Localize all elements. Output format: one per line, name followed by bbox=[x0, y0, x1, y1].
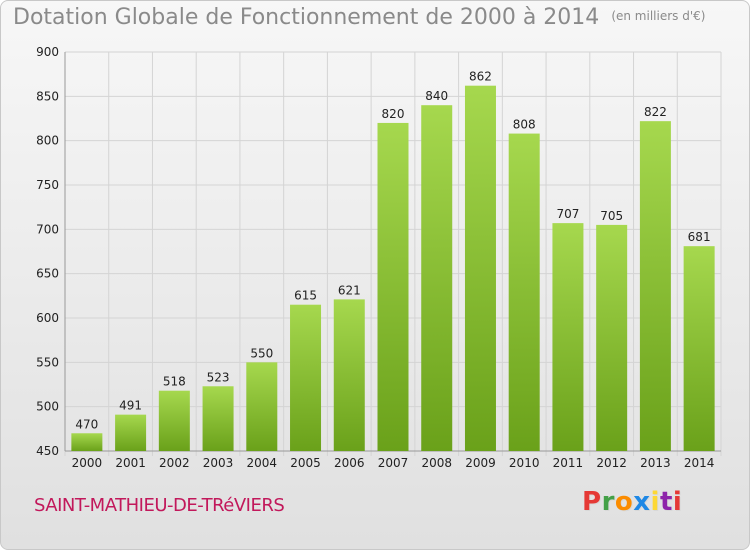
y-tick-label: 500 bbox=[36, 400, 59, 414]
x-tick-label-2011: 2011 bbox=[553, 456, 584, 470]
value-label-2007: 820 bbox=[382, 107, 405, 121]
x-tick-label-2004: 2004 bbox=[247, 456, 278, 470]
logo-letter: t bbox=[659, 487, 673, 517]
x-tick-label-2008: 2008 bbox=[421, 456, 452, 470]
value-label-2002: 518 bbox=[163, 375, 186, 389]
x-tick-label-2003: 2003 bbox=[203, 456, 234, 470]
value-label-2008: 840 bbox=[425, 89, 448, 103]
x-tick-label-2006: 2006 bbox=[334, 456, 365, 470]
bar-2001 bbox=[115, 414, 147, 451]
bar-2008 bbox=[421, 105, 453, 451]
bar-2010 bbox=[508, 133, 540, 451]
value-label-2001: 491 bbox=[119, 399, 142, 413]
bars-layer bbox=[71, 85, 715, 452]
logo-letter: P bbox=[582, 487, 602, 517]
bar-2002 bbox=[158, 390, 190, 451]
value-label-2003: 523 bbox=[207, 370, 230, 384]
x-tick-label-2009: 2009 bbox=[465, 456, 496, 470]
x-tick-label-2000: 2000 bbox=[72, 456, 103, 470]
value-label-2005: 615 bbox=[294, 289, 317, 303]
logo-letter: o bbox=[614, 487, 634, 517]
bar-2000 bbox=[71, 433, 103, 451]
bar-2011 bbox=[552, 223, 584, 451]
value-label-2010: 808 bbox=[513, 118, 536, 132]
bar-2006 bbox=[333, 299, 365, 451]
y-tick-label: 550 bbox=[36, 355, 59, 369]
bar-2005 bbox=[290, 304, 322, 451]
x-tick-label-2010: 2010 bbox=[509, 456, 540, 470]
logo-letter: r bbox=[601, 487, 615, 517]
x-tick-label-2013: 2013 bbox=[640, 456, 671, 470]
x-tick-label-2014: 2014 bbox=[684, 456, 715, 470]
proxiti-logo: Proxiti bbox=[582, 487, 682, 517]
chart-title: Dotation Globale de Fonctionnement de 20… bbox=[13, 5, 705, 30]
x-tick-label-2001: 2001 bbox=[115, 456, 146, 470]
value-label-2012: 705 bbox=[600, 209, 623, 223]
y-tick-label: 800 bbox=[36, 134, 59, 148]
y-tick-label: 750 bbox=[36, 178, 59, 192]
bar-2014 bbox=[683, 246, 715, 451]
logo-letter: x bbox=[633, 487, 651, 517]
x-tick-label-2012: 2012 bbox=[596, 456, 627, 470]
value-label-2014: 681 bbox=[688, 230, 711, 244]
value-label-2000: 470 bbox=[75, 417, 98, 431]
bar-2003 bbox=[202, 386, 234, 451]
y-tick-label: 850 bbox=[36, 89, 59, 103]
x-tick-label-2002: 2002 bbox=[159, 456, 190, 470]
x-tick-label-2005: 2005 bbox=[290, 456, 321, 470]
bar-2004 bbox=[246, 362, 278, 451]
bar-2013 bbox=[639, 121, 671, 451]
bar-2009 bbox=[464, 85, 496, 452]
bar-2007 bbox=[377, 122, 409, 451]
value-label-2006: 621 bbox=[338, 283, 361, 297]
labels-layer: 450 500 550 600 650 700 750 800 850 900 470 2000 491… bbox=[36, 45, 714, 470]
x-tick-label-2007: 2007 bbox=[378, 456, 409, 470]
y-tick-label: 900 bbox=[36, 45, 59, 59]
value-label-2004: 550 bbox=[250, 346, 273, 360]
value-label-2009: 862 bbox=[469, 70, 492, 84]
commune-name: SAINT-MATHIEU-DE-TRéVIERS bbox=[34, 495, 285, 516]
chart-title-text: Dotation Globale de Fonctionnement de 20… bbox=[13, 5, 600, 30]
y-tick-label: 650 bbox=[36, 267, 59, 281]
y-tick-label: 700 bbox=[36, 222, 59, 236]
y-tick-label: 600 bbox=[36, 311, 59, 325]
logo-letter: i bbox=[672, 487, 683, 517]
logo-letter: i bbox=[650, 487, 660, 517]
value-label-2013: 822 bbox=[644, 105, 667, 119]
value-label-2011: 707 bbox=[556, 207, 579, 221]
chart-unit: (en milliers d'€) bbox=[611, 9, 706, 23]
y-tick-label: 450 bbox=[36, 444, 59, 458]
bar-2012 bbox=[596, 224, 628, 451]
